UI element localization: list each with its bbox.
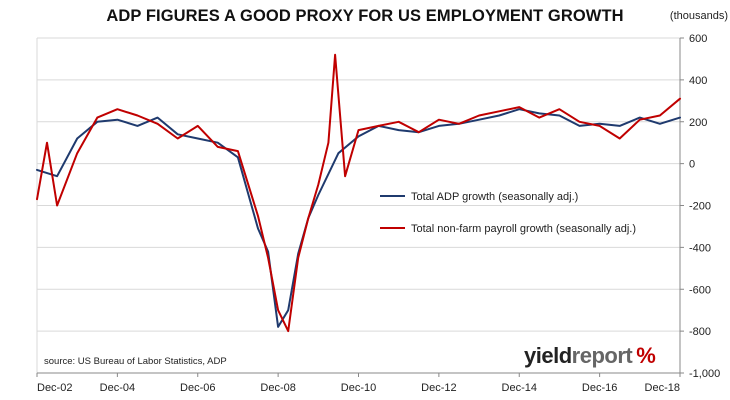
y-tick-label: -800	[689, 326, 711, 338]
yieldreport-logo: yieldreport%	[524, 343, 656, 368]
x-tick-label: Dec-10	[341, 382, 376, 394]
chart-title: ADP FIGURES A GOOD PROXY FOR US EMPLOYME…	[106, 7, 624, 25]
y-tick-label: 0	[689, 159, 695, 171]
y-tick-label: -600	[689, 284, 711, 296]
legend-label: Total non-farm payroll growth (seasonall…	[411, 223, 636, 235]
x-tick-label: Dec-02	[37, 382, 72, 394]
x-tick-label: Dec-08	[260, 382, 295, 394]
y-tick-label: -200	[689, 201, 711, 213]
x-tick-label: Dec-06	[180, 382, 215, 394]
y-tick-label: -400	[689, 242, 711, 254]
x-tick-label: Dec-12	[421, 382, 456, 394]
series-line-adp	[36, 108, 681, 328]
y-tick-label: 400	[689, 75, 707, 87]
series-lines	[36, 53, 681, 333]
y-tick-label: -1,000	[689, 368, 720, 380]
series-line-nonfarm-payroll	[36, 53, 681, 333]
x-tick-label: Dec-04	[100, 382, 135, 394]
x-tick-label: Dec-16	[582, 382, 617, 394]
source-note: source: US Bureau of Labor Statistics, A…	[44, 356, 227, 367]
legend: Total ADP growth (seasonally adj.) Total …	[380, 191, 636, 235]
y-axis-units-label: (thousands)	[669, 10, 728, 22]
y-tick-label: 200	[689, 117, 707, 129]
y-tick-label: 600	[689, 33, 707, 45]
axes: 600 400 200 0 -200 -400 -600 -800 -1,000 Dec-02 De…	[36, 33, 720, 394]
x-tick-label: Dec-14	[502, 382, 537, 394]
legend-label: Total ADP growth (seasonally adj.)	[411, 191, 578, 203]
gridlines	[37, 37, 680, 374]
x-tick-label: Dec-18	[645, 382, 680, 394]
